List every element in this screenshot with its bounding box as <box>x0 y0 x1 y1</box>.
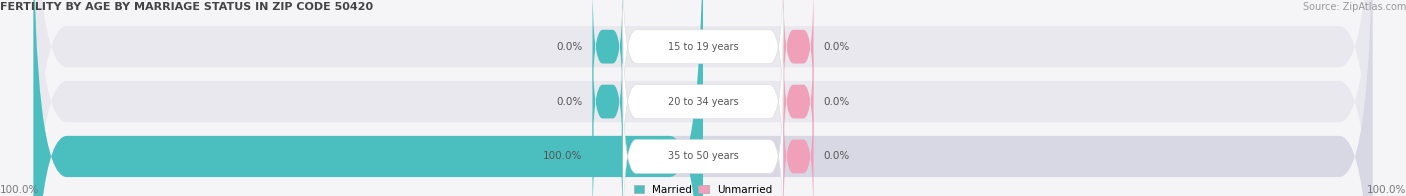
Text: 35 to 50 years: 35 to 50 years <box>668 152 738 162</box>
FancyBboxPatch shape <box>783 91 814 196</box>
Text: 100.0%: 100.0% <box>543 152 582 162</box>
Text: 0.0%: 0.0% <box>824 152 849 162</box>
FancyBboxPatch shape <box>623 9 783 194</box>
FancyBboxPatch shape <box>34 0 1372 196</box>
FancyBboxPatch shape <box>34 0 1372 196</box>
Text: 0.0%: 0.0% <box>824 42 849 52</box>
Legend: Married, Unmarried: Married, Unmarried <box>634 185 772 195</box>
FancyBboxPatch shape <box>592 91 623 196</box>
FancyBboxPatch shape <box>783 36 814 167</box>
Text: 0.0%: 0.0% <box>557 42 582 52</box>
FancyBboxPatch shape <box>783 0 814 112</box>
Text: 0.0%: 0.0% <box>557 97 582 107</box>
FancyBboxPatch shape <box>623 0 783 140</box>
Text: 100.0%: 100.0% <box>0 185 39 195</box>
FancyBboxPatch shape <box>34 0 1372 196</box>
FancyBboxPatch shape <box>592 0 623 112</box>
Text: 20 to 34 years: 20 to 34 years <box>668 97 738 107</box>
FancyBboxPatch shape <box>623 64 783 196</box>
Text: 15 to 19 years: 15 to 19 years <box>668 42 738 52</box>
Text: 100.0%: 100.0% <box>1367 185 1406 195</box>
Text: FERTILITY BY AGE BY MARRIAGE STATUS IN ZIP CODE 50420: FERTILITY BY AGE BY MARRIAGE STATUS IN Z… <box>0 2 373 12</box>
Text: Source: ZipAtlas.com: Source: ZipAtlas.com <box>1302 2 1406 12</box>
FancyBboxPatch shape <box>592 36 623 167</box>
Text: 0.0%: 0.0% <box>824 97 849 107</box>
FancyBboxPatch shape <box>34 0 703 196</box>
